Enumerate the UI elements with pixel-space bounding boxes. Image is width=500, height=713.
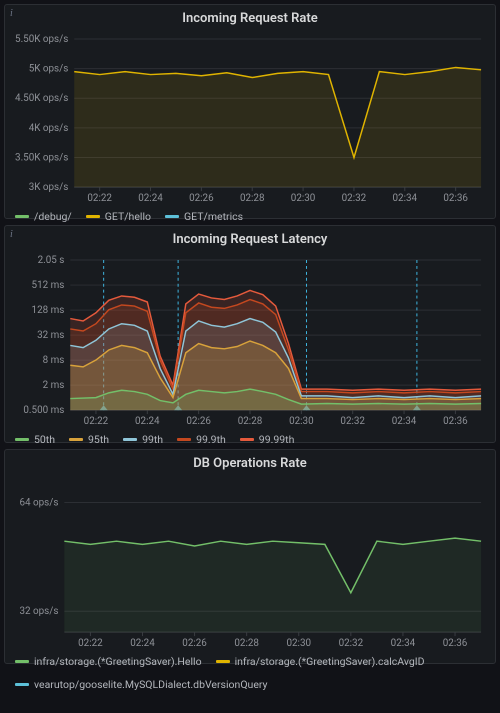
x-axis-label: 02:32	[339, 638, 364, 649]
x-axis-label: 02:28	[234, 638, 259, 649]
legend-swatch-icon	[15, 438, 29, 441]
legend-label: 99.9th	[196, 433, 226, 446]
x-axis-label: 02:22	[87, 193, 112, 204]
legend-swatch-icon	[165, 215, 179, 218]
legend-swatch-icon	[123, 438, 137, 441]
legend: infra/storage.(*GreetingSaver).Hello infr…	[5, 651, 495, 697]
x-axis-label: 02:36	[443, 193, 468, 204]
y-axis-label: 4.50K ops/s	[15, 93, 68, 104]
y-axis-label: 0.500 ms	[23, 405, 64, 416]
legend-item[interactable]: infra/storage.(*GreetingSaver).calcAvgID	[216, 655, 425, 668]
panel-db-ops: DB Operations Rate 32 ops/s 64 ops/s 02:22 0…	[4, 449, 496, 664]
x-axis-label: 02:22	[78, 638, 103, 649]
legend-item[interactable]: vearutop/gooselite.MySQLDialect.dbVersio…	[15, 678, 268, 691]
y-axis-label: 5.50K ops/s	[15, 34, 68, 45]
panel-title: DB Operations Rate	[5, 450, 495, 473]
y-axis-label: 128 ms	[32, 305, 65, 316]
x-axis-label: 02:36	[443, 416, 468, 427]
legend-item[interactable]: 99.9th	[177, 433, 226, 446]
x-axis-label: 02:34	[393, 193, 418, 204]
legend-swatch-icon	[86, 215, 100, 218]
legend-swatch-icon	[177, 438, 191, 441]
legend-label: /debug/	[34, 210, 72, 223]
x-axis-label: 02:22	[84, 416, 109, 427]
legend-swatch-icon	[15, 660, 29, 663]
y-axis-label: 2.05 s	[38, 255, 65, 266]
legend-item[interactable]: 99th	[123, 433, 163, 446]
y-axis-label: 5K ops/s	[29, 64, 69, 75]
x-axis-label: 02:34	[391, 638, 416, 649]
legend-item[interactable]: /debug/	[15, 210, 72, 223]
panel-req-latency: iIncoming Request Latency 0.500 ms 2 ms 8 m…	[4, 225, 496, 443]
legend-item[interactable]: GET/hello	[86, 210, 151, 223]
legend-label: vearutop/gooselite.MySQLDialect.dbVersio…	[34, 678, 268, 691]
legend-item[interactable]: infra/storage.(*GreetingSaver).Hello	[15, 655, 202, 668]
panel-title: Incoming Request Latency	[5, 226, 495, 249]
legend-label: GET/metrics	[184, 210, 243, 223]
panel-info-icon[interactable]: i	[10, 8, 13, 19]
x-axis-label: 02:36	[443, 638, 468, 649]
x-axis-label: 02:24	[135, 416, 160, 427]
series-area-GET/hello	[74, 67, 481, 187]
y-axis-label: 32 ms	[37, 330, 64, 341]
x-axis-label: 02:28	[240, 193, 265, 204]
x-axis-label: 02:32	[342, 193, 367, 204]
x-axis-label: 02:30	[286, 638, 311, 649]
legend-label: infra/storage.(*GreetingSaver).Hello	[34, 655, 202, 668]
legend-label: infra/storage.(*GreetingSaver).calcAvgID	[235, 655, 425, 668]
legend-label: GET/hello	[105, 210, 151, 223]
x-axis-label: 02:24	[138, 193, 163, 204]
x-axis-label: 02:34	[392, 416, 417, 427]
series-area-Hello	[64, 538, 481, 632]
y-axis-label: 3K ops/s	[29, 182, 69, 193]
legend-label: 99th	[142, 433, 163, 446]
legend-item[interactable]: 99.99th	[240, 433, 295, 446]
y-axis-label: 512 ms	[32, 280, 65, 291]
panel-req-rate: iIncoming Request Rate 3K ops/s 3.50K ops/…	[4, 4, 496, 219]
legend-item[interactable]: GET/metrics	[165, 210, 243, 223]
y-axis-label: 3.50K ops/s	[15, 152, 68, 163]
legend-swatch-icon	[15, 683, 29, 686]
y-axis-label: 8 ms	[43, 355, 65, 366]
x-axis-label: 02:26	[186, 416, 211, 427]
legend-swatch-icon	[216, 660, 230, 663]
legend-swatch-icon	[240, 438, 254, 441]
x-axis-label: 02:32	[340, 416, 365, 427]
x-axis-label: 02:26	[189, 193, 214, 204]
chart-area[interactable]: 0.500 ms 2 ms 8 ms 32 ms 128 ms 512 ms 2.05 s 0…	[5, 249, 495, 429]
legend-label: 95th	[88, 433, 109, 446]
legend-swatch-icon	[15, 215, 29, 218]
panel-title: Incoming Request Rate	[5, 5, 495, 28]
y-axis-label: 2 ms	[43, 380, 65, 391]
y-axis-label: 32 ops/s	[19, 606, 58, 617]
x-axis-label: 02:30	[291, 193, 316, 204]
x-axis-label: 02:28	[238, 416, 263, 427]
y-axis-label: 4K ops/s	[29, 123, 69, 134]
x-axis-label: 02:24	[130, 638, 155, 649]
legend-label: 99.99th	[259, 433, 295, 446]
y-axis-label: 64 ops/s	[19, 497, 58, 508]
panel-info-icon[interactable]: i	[10, 229, 13, 240]
x-axis-label: 02:30	[289, 416, 314, 427]
chart-area[interactable]: 3K ops/s 3.50K ops/s 4K ops/s 4.50K ops/s 5K…	[5, 28, 495, 206]
legend-item[interactable]: 50th	[15, 433, 55, 446]
legend-label: 50th	[34, 433, 55, 446]
legend-swatch-icon	[69, 438, 83, 441]
legend-item[interactable]: 95th	[69, 433, 109, 446]
x-axis-label: 02:26	[182, 638, 207, 649]
chart-area[interactable]: 32 ops/s 64 ops/s 02:22 02:24 02:26 02:28 02:3…	[5, 473, 495, 651]
